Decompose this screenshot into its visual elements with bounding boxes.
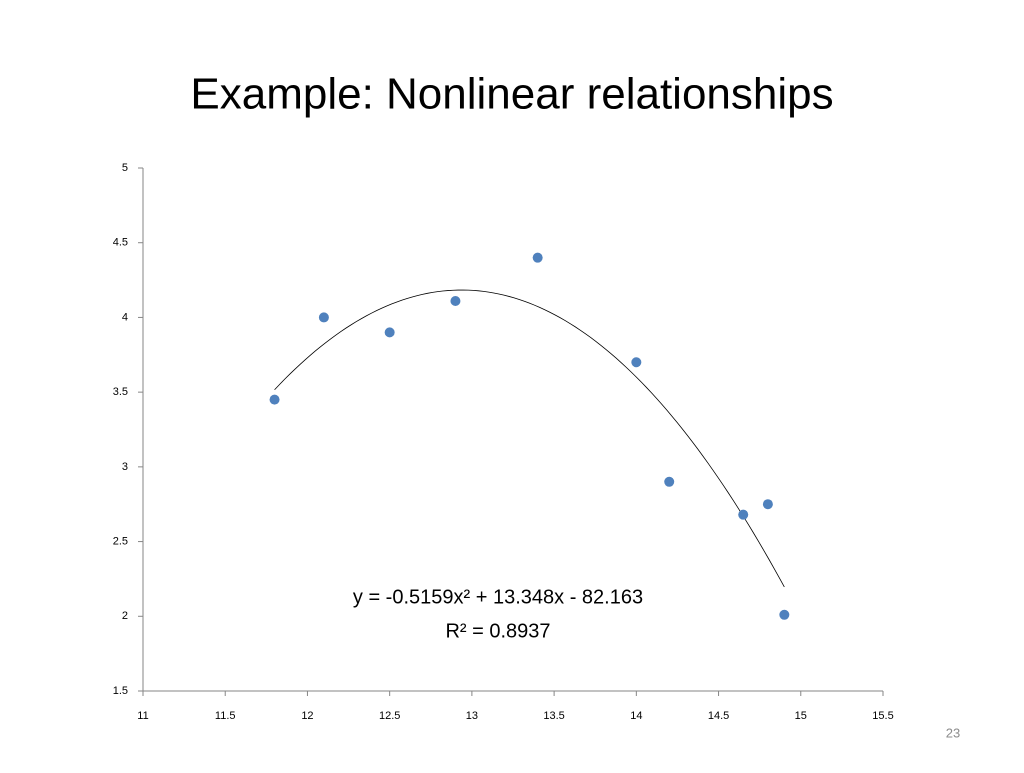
- y-tick-label: 2.5: [113, 535, 128, 547]
- y-tick-label: 5: [122, 162, 128, 174]
- x-tick-label: 15.5: [872, 710, 893, 722]
- x-tick-label: 15: [795, 710, 807, 722]
- x-tick-label: 14.5: [708, 710, 729, 722]
- x-tick-label: 12: [301, 710, 313, 722]
- data-point: [631, 357, 642, 368]
- trendline-equation: y = -0.5159x² + 13.348x - 82.163: [353, 586, 643, 608]
- x-tick-label: 13.5: [543, 710, 564, 722]
- data-point: [269, 394, 280, 405]
- trendline: [274, 289, 785, 588]
- x-tick-label: 12.5: [379, 710, 400, 722]
- data-point: [318, 312, 329, 323]
- slide-title: Example: Nonlinear relationships: [190, 70, 833, 119]
- page-number: 23: [946, 725, 960, 740]
- y-tick-label: 4: [122, 311, 128, 323]
- data-point: [532, 252, 543, 263]
- x-tick-label: 14: [630, 710, 642, 722]
- x-tick-label: 11: [137, 710, 148, 722]
- data-point: [779, 609, 790, 620]
- data-point: [664, 476, 675, 487]
- data-point: [384, 327, 395, 338]
- y-tick-label: 3.5: [113, 386, 128, 398]
- x-tick-label: 11.5: [215, 710, 236, 722]
- y-tick-label: 3: [122, 461, 128, 473]
- y-tick-label: 4.5: [113, 237, 128, 249]
- y-tick-label: 2: [122, 610, 128, 622]
- data-point: [450, 295, 461, 306]
- trendline-r-squared: R² = 0.8937: [445, 620, 550, 642]
- data-point: [738, 509, 749, 520]
- data-point: [762, 499, 773, 510]
- y-tick-label: 1.5: [113, 685, 128, 697]
- x-tick-label: 13: [466, 710, 478, 722]
